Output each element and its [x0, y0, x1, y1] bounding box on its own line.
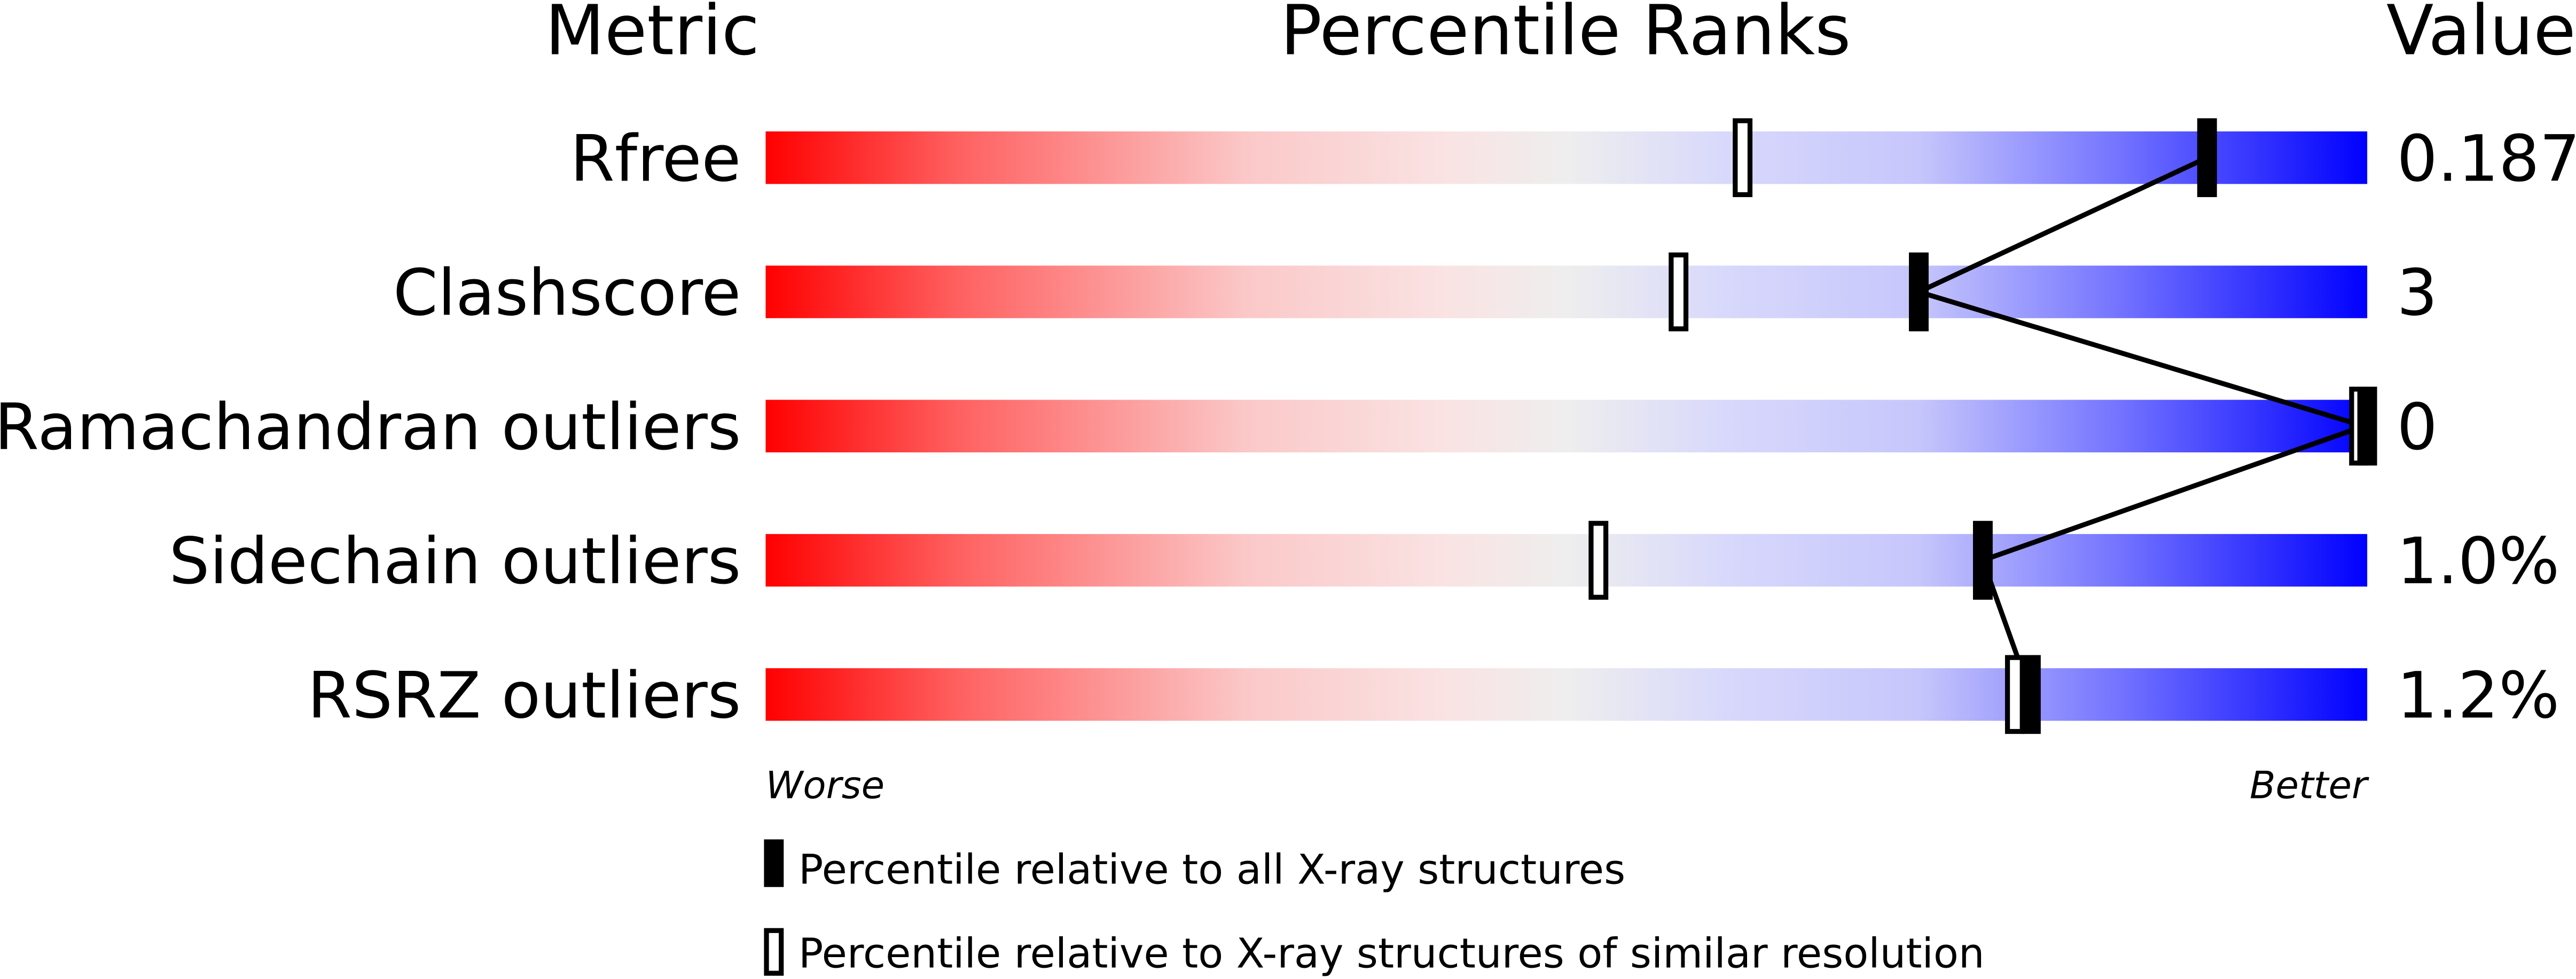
- metric-label: RSRZ outliers: [308, 659, 741, 733]
- similar-resolution-marker: [1669, 252, 1689, 332]
- header-metric: Metric: [545, 0, 760, 71]
- metric-value: 3: [2397, 256, 2437, 331]
- similar-resolution-marker: [1733, 118, 1753, 198]
- legend-filled-marker: [764, 839, 784, 887]
- metric-value: 0: [2397, 390, 2437, 465]
- percentile-bar: [765, 534, 2368, 587]
- metric-value: 0.187: [2397, 122, 2576, 196]
- percentile-bar: [765, 668, 2368, 721]
- metric-label: Clashscore: [393, 256, 741, 331]
- metric-value: 1.2%: [2397, 659, 2559, 733]
- similar-resolution-marker: [1588, 521, 1609, 600]
- all-structures-marker: [2197, 118, 2217, 198]
- percentile-bar: [765, 400, 2368, 452]
- all-structures-marker: [2357, 386, 2377, 466]
- percentile-bar: [765, 265, 2368, 318]
- metric-label: Sidechain outliers: [169, 524, 741, 599]
- legend-label-similar: Percentile relative to X-ray structures …: [798, 930, 1985, 977]
- legend-label-all: Percentile relative to all X-ray structu…: [798, 847, 1625, 894]
- metric-label: Ramachandran outliers: [0, 390, 741, 465]
- similar-resolution-marker: [2005, 655, 2025, 734]
- all-structures-marker: [2021, 655, 2041, 734]
- better-label: Better: [2250, 763, 2369, 808]
- header-value: Value: [2386, 0, 2576, 71]
- legend-hollow-marker: [764, 928, 784, 976]
- metric-value: 1.0%: [2397, 524, 2559, 599]
- worse-label: Worse: [765, 763, 884, 808]
- metric-label: Rfree: [570, 122, 741, 196]
- header-percentile-ranks: Percentile Ranks: [1280, 0, 1851, 71]
- all-structures-marker: [1972, 521, 1993, 600]
- percentile-bar: [765, 131, 2368, 184]
- all-structures-marker: [1909, 252, 1929, 332]
